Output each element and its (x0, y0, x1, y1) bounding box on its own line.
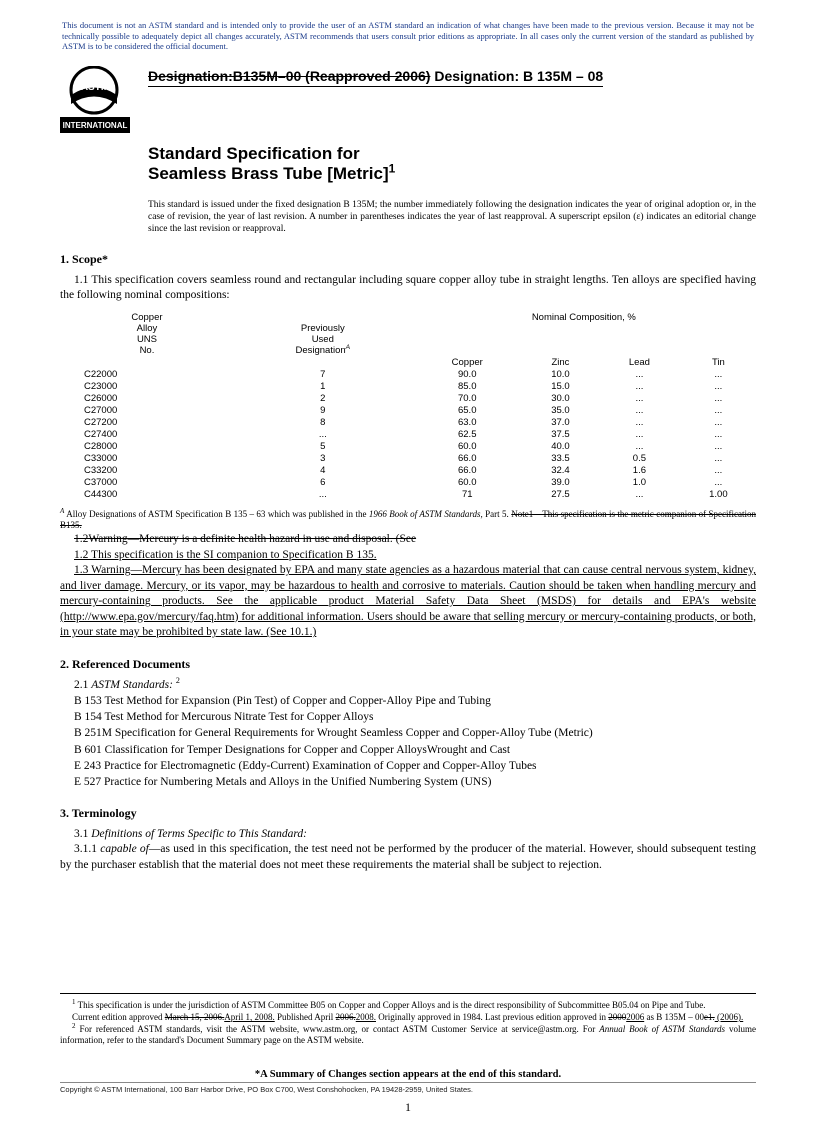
th-zn: Zinc (523, 357, 598, 369)
th-nominal: Nominal Composition, % (412, 312, 756, 357)
title-line1: Standard Specification for (148, 144, 360, 163)
title-block: Standard Specification for Seamless Bras… (148, 144, 756, 236)
ref-e527: E 527 Practice for Numbering Metals and … (74, 774, 756, 790)
th-prev: PreviouslyUsedDesignationA (234, 312, 412, 357)
table-row: C23000185.015.0...... (60, 381, 756, 393)
ref-b154: B 154 Test Method for Mercurous Nitrate … (74, 709, 756, 725)
std-title: Standard Specification for Seamless Bras… (148, 144, 756, 185)
copyright: Copyright © ASTM International, 100 Barr… (60, 1082, 756, 1094)
sec3-1: 3.1 Definitions of Terms Specific to Thi… (60, 827, 756, 843)
footnotes: 1 This specification is under the jurisd… (60, 993, 756, 1047)
sec2-1: 2.1 ASTM Standards: 2 (60, 678, 756, 694)
th-sn: Tin (681, 357, 756, 369)
ref-b153: B 153 Test Method for Expansion (Pin Tes… (74, 693, 756, 709)
sec2-head: 2. Referenced Documents (60, 657, 756, 672)
designation-old: Designation:B135M–00 (Reapproved 2006) (148, 68, 430, 84)
page-root: This document is not an ASTM standard an… (0, 0, 816, 1135)
th-cu: Copper (412, 357, 523, 369)
table-row: C26000270.030.0...... (60, 393, 756, 405)
sec3-1-1: 3.1.1 capable of—as used in this specifi… (60, 842, 756, 873)
title-line2: Seamless Brass Tube [Metric] (148, 164, 389, 183)
ref-e243: E 243 Practice for Electromagnetic (Eddy… (74, 758, 756, 774)
disclaimer-text: This document is not an ASTM standard an… (60, 20, 756, 52)
sec1-2-strike: 1.2Warning—Mercury is a definite health … (60, 532, 756, 548)
sec1-2-new: 1.2 This specification is the SI compani… (60, 548, 756, 564)
table-footnote: A Alloy Designations of ASTM Specificati… (60, 509, 756, 532)
footnote-1: 1 This specification is under the jurisd… (60, 1000, 756, 1012)
table-row: C33000366.033.50.5... (60, 453, 756, 465)
header-row: ASTM INTERNATIONAL Designation:B135M–00 … (60, 64, 756, 134)
svg-text:INTERNATIONAL: INTERNATIONAL (63, 121, 128, 130)
table-row: C37000660.039.01.0... (60, 477, 756, 489)
table-row: C44300...7127.5...1.00 (60, 489, 756, 501)
designation-new: Designation: B 135M – 08 (430, 68, 603, 84)
summary-line: *A Summary of Changes section appears at… (60, 1069, 756, 1080)
table-row: C22000790.010.0...... (60, 369, 756, 381)
sec1-3-new: 1.3 Warning—Mercury has been designated … (60, 563, 756, 641)
th-pb: Lead (598, 357, 681, 369)
sec3-head: 3. Terminology (60, 806, 756, 821)
ref-list: B 153 Test Method for Expansion (Pin Tes… (74, 693, 756, 790)
sec1-1: 1.1 This specification covers seamless r… (60, 273, 756, 304)
astm-logo: ASTM INTERNATIONAL (60, 66, 130, 134)
ref-b251m: B 251M Specification for General Require… (74, 725, 756, 741)
std-note: This standard is issued under the fixed … (148, 199, 756, 236)
svg-text:ASTM: ASTM (81, 82, 109, 93)
composition-table: CopperAlloyUNSNo. PreviouslyUsedDesignat… (60, 312, 756, 501)
footnote-2: 2 For referenced ASTM standards, visit t… (60, 1024, 756, 1047)
footnote-1b: Current edition approved March 15, 2006.… (60, 1012, 756, 1024)
designation-line: Designation:B135M–00 (Reapproved 2006) D… (148, 68, 603, 87)
table-row: C27000965.035.0...... (60, 405, 756, 417)
page-number: 1 (60, 1100, 756, 1115)
sec1-head: 1. Scope* (60, 252, 756, 267)
table-row: C27400...62.537.5...... (60, 429, 756, 441)
table-row: C28000560.040.0...... (60, 441, 756, 453)
table-row: C33200466.032.41.6... (60, 465, 756, 477)
table-row: C27200863.037.0...... (60, 417, 756, 429)
designation-block: Designation:B135M–00 (Reapproved 2006) D… (148, 64, 603, 87)
th-uns: CopperAlloyUNSNo. (60, 312, 234, 357)
ref-b601: B 601 Classification for Temper Designat… (74, 742, 756, 758)
